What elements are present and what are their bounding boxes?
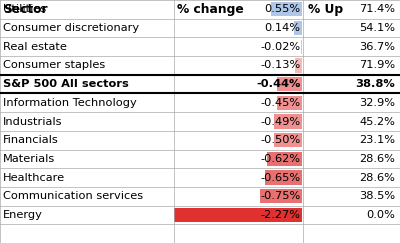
Text: Materials: Materials <box>3 154 56 164</box>
Text: -0.45%: -0.45% <box>260 98 300 108</box>
FancyBboxPatch shape <box>274 133 302 147</box>
Text: Information Technology: Information Technology <box>3 98 137 108</box>
FancyBboxPatch shape <box>260 189 302 203</box>
Text: Real estate: Real estate <box>3 42 67 52</box>
Text: 0.55%: 0.55% <box>264 4 300 14</box>
FancyBboxPatch shape <box>274 114 302 129</box>
FancyBboxPatch shape <box>0 131 400 149</box>
Text: -0.49%: -0.49% <box>260 116 300 127</box>
Text: 28.6%: 28.6% <box>359 173 395 182</box>
Text: Industrials: Industrials <box>3 116 63 127</box>
FancyBboxPatch shape <box>0 37 400 56</box>
Text: 38.8%: 38.8% <box>356 79 395 89</box>
Text: 71.9%: 71.9% <box>359 61 395 70</box>
FancyBboxPatch shape <box>277 96 302 110</box>
Text: S&P 500 All sectors: S&P 500 All sectors <box>3 79 129 89</box>
Text: Communication services: Communication services <box>3 191 143 201</box>
FancyBboxPatch shape <box>271 2 302 17</box>
FancyBboxPatch shape <box>0 206 400 224</box>
Text: -0.75%: -0.75% <box>260 191 300 201</box>
Text: 23.1%: 23.1% <box>359 135 395 145</box>
FancyBboxPatch shape <box>277 77 302 91</box>
Text: % Up: % Up <box>308 3 343 16</box>
FancyBboxPatch shape <box>0 75 400 94</box>
Text: -0.65%: -0.65% <box>260 173 300 182</box>
FancyBboxPatch shape <box>0 149 400 168</box>
Text: 36.7%: 36.7% <box>359 42 395 52</box>
Text: Utilities: Utilities <box>3 4 46 14</box>
FancyBboxPatch shape <box>301 40 302 54</box>
Text: 71.4%: 71.4% <box>359 4 395 14</box>
FancyBboxPatch shape <box>0 0 400 19</box>
Text: 38.5%: 38.5% <box>359 191 395 201</box>
Text: Sector: Sector <box>3 3 48 16</box>
Text: 54.1%: 54.1% <box>359 23 395 33</box>
Text: -2.27%: -2.27% <box>260 210 300 220</box>
Text: Healthcare: Healthcare <box>3 173 65 182</box>
Text: 28.6%: 28.6% <box>359 154 395 164</box>
Text: 0.0%: 0.0% <box>366 210 395 220</box>
FancyBboxPatch shape <box>294 21 302 35</box>
Text: -0.13%: -0.13% <box>260 61 300 70</box>
Text: -0.02%: -0.02% <box>260 42 300 52</box>
FancyBboxPatch shape <box>295 58 302 72</box>
FancyBboxPatch shape <box>0 168 400 187</box>
Text: Financials: Financials <box>3 135 59 145</box>
FancyBboxPatch shape <box>0 187 400 206</box>
Text: 32.9%: 32.9% <box>359 98 395 108</box>
Text: -0.44%: -0.44% <box>256 79 300 89</box>
Text: 45.2%: 45.2% <box>359 116 395 127</box>
FancyBboxPatch shape <box>0 0 400 19</box>
FancyBboxPatch shape <box>267 152 302 166</box>
FancyBboxPatch shape <box>265 171 302 185</box>
FancyBboxPatch shape <box>0 19 400 37</box>
Text: 0.14%: 0.14% <box>264 23 300 33</box>
FancyBboxPatch shape <box>174 208 302 222</box>
Text: Consumer staples: Consumer staples <box>3 61 106 70</box>
FancyBboxPatch shape <box>0 94 400 112</box>
FancyBboxPatch shape <box>0 56 400 75</box>
Text: -0.50%: -0.50% <box>260 135 300 145</box>
Text: Energy: Energy <box>3 210 43 220</box>
Text: Consumer discretionary: Consumer discretionary <box>3 23 139 33</box>
FancyBboxPatch shape <box>0 112 400 131</box>
Text: -0.62%: -0.62% <box>260 154 300 164</box>
Text: % change: % change <box>177 3 244 16</box>
